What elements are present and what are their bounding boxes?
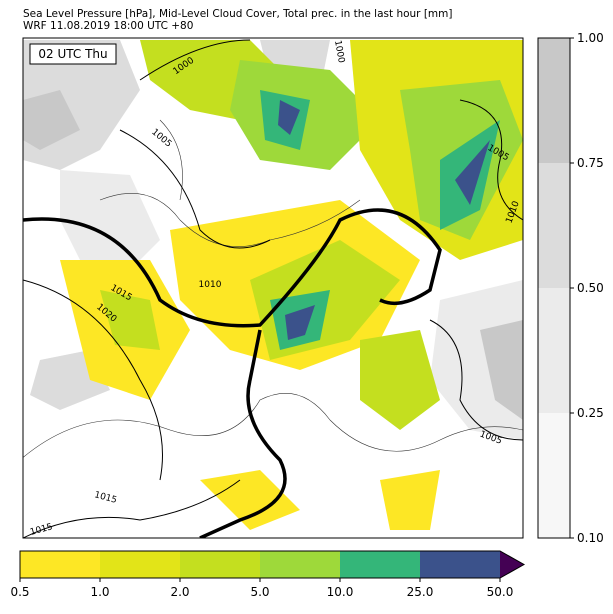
map-field: [23, 38, 523, 538]
cloud-tick-label: 0.50: [577, 281, 604, 295]
precip-color-bin: [180, 551, 260, 578]
cloud-tick-label: 1.00: [577, 31, 604, 45]
cloud-tick-label: 0.75: [577, 156, 604, 170]
contour-label: 1010: [199, 280, 222, 290]
precip-extend: [500, 551, 524, 578]
time-box: [29, 43, 117, 65]
precip-tick-label: 10.0: [327, 585, 354, 599]
precip-tick-label: 25.0: [407, 585, 434, 599]
cloud-color-bin: [538, 413, 570, 538]
map-frame: [22, 37, 524, 539]
precip-color-bin: [260, 551, 340, 578]
precip-tick-label: 1.0: [90, 585, 109, 599]
cloud-color-bin: [538, 38, 570, 163]
precip-color-bin: [420, 551, 500, 578]
title: Sea Level Pressure [hPa], Mid-Level Clou…: [23, 8, 453, 20]
precip-tick-label: 50.0: [487, 585, 514, 599]
precip-colorbar-frame: [19, 550, 526, 579]
cloud-color-bin: [538, 288, 570, 413]
precip-tick-label: 0.5: [10, 585, 29, 599]
cloud-tick-label: 0.25: [577, 406, 604, 420]
precip-color-bin: [100, 551, 180, 578]
precip-color-bin: [340, 551, 420, 578]
cloud-tick-label: 0.10: [577, 531, 604, 545]
contour-label: 1000: [332, 40, 346, 65]
precip-tick-label: 2.0: [170, 585, 189, 599]
precip-color-bin: [20, 551, 100, 578]
cloud-color-bin: [538, 163, 570, 288]
time-label: 02 UTC Thu: [38, 47, 107, 61]
precip-tick-label: 5.0: [250, 585, 269, 599]
subtitle: WRF 11.08.2019 18:00 UTC +80: [23, 20, 193, 32]
